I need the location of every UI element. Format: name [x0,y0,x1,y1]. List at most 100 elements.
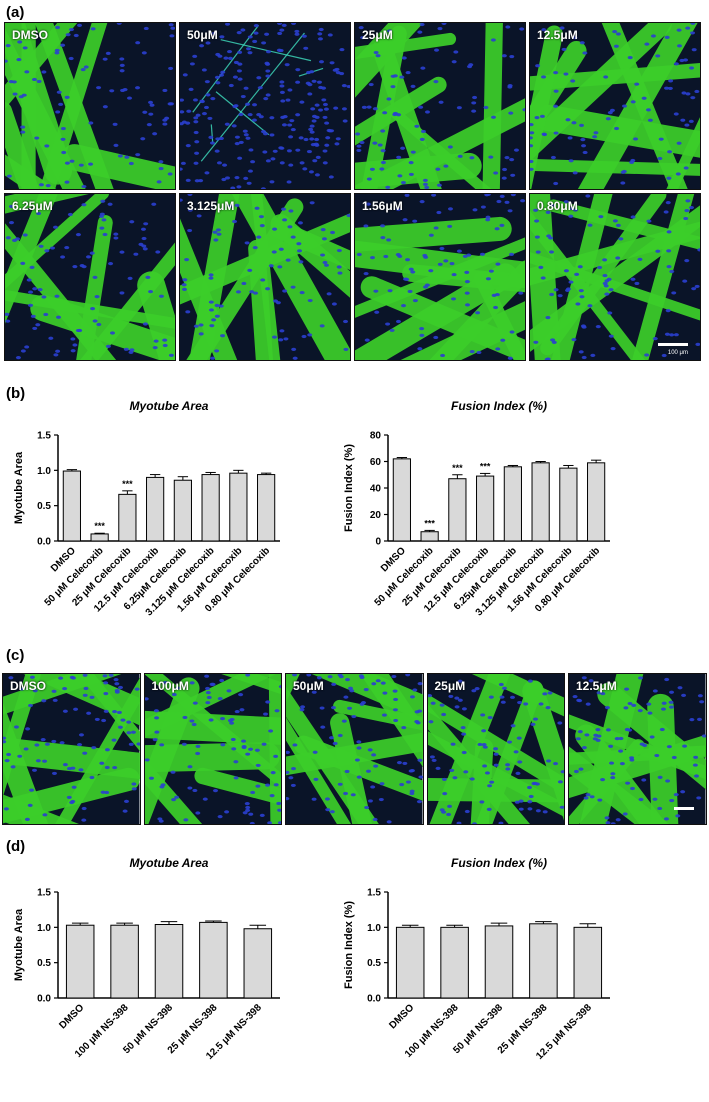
bar [66,925,94,998]
bar [202,475,219,541]
bar [111,925,139,998]
y-tick-label: 0.5 [37,958,51,969]
bar [174,480,191,541]
micrograph-label: 50μM [293,679,324,693]
micrograph-label: DMSO [12,28,48,42]
bar [485,926,513,998]
scale-bar-label: 100 μm [668,350,688,356]
significance-marker: *** [94,521,105,531]
micrograph-label: DMSO [10,679,46,693]
micrograph-cell: 0.80μM 100 μm [529,193,701,361]
bar [155,925,183,998]
bar [421,532,438,541]
micrograph-cell: 12.5μM [529,22,701,190]
micrograph-label: 12.5μM [576,679,617,693]
micrograph-label: 6.25μM [12,199,53,213]
micrograph-label: 12.5μM [537,28,578,42]
bar [560,468,577,541]
y-tick-label: 80 [370,431,382,442]
micrograph-label: 0.80μM [537,199,578,213]
micrograph-texture [355,194,525,360]
panel-label-c: (c) [6,647,24,664]
y-axis-label: Fusion Index (%) [343,444,355,532]
significance-marker: *** [452,463,463,473]
y-tick-label: 1.0 [367,923,381,934]
y-tick-label: 1.5 [367,888,381,899]
bar [63,471,80,541]
y-tick-label: 0.0 [37,994,51,1005]
bar [230,473,247,541]
y-axis-label: Myotube Area [13,908,25,981]
y-axis-label: Myotube Area [13,451,25,524]
bar [588,463,605,541]
bar [449,479,466,541]
micrograph-cell: 25μM [427,673,566,825]
micrograph-cell: 6.25μM [4,193,176,361]
bar [91,534,108,541]
x-tick-label: DMSO [387,1002,416,1031]
bar [393,459,410,541]
micrograph-grid-a: DMSO 50μM 25μM 12.5μM 6.25μM 3.125μM 1.56μM 0.8… [4,22,704,365]
chart-title: Fusion Index (%) [451,399,547,413]
micrograph-cell: DMSO [4,22,176,190]
bar [119,494,136,541]
bar [530,924,558,998]
bar [396,927,424,998]
micrograph-texture [569,674,706,824]
y-tick-label: 1.0 [37,923,51,934]
scale-bar [658,343,688,346]
y-tick-label: 1.5 [37,888,51,899]
y-tick-label: 60 [370,457,382,468]
bar [258,475,275,541]
micrograph-cell: 50μM [179,22,351,190]
micrograph-texture [530,23,700,189]
bar [574,927,602,998]
y-tick-label: 0 [375,537,381,548]
y-tick-label: 0.5 [37,501,51,512]
bar [147,477,164,541]
micrograph-texture [5,23,175,189]
micrograph-texture [286,674,423,824]
micrograph-cell: 3.125μM [179,193,351,361]
micrograph-cell: 12.5μM [568,673,707,825]
micrograph-cell: 100μM [144,673,283,825]
micrograph-texture [530,194,700,360]
bar [200,922,228,998]
chart-title: Fusion Index (%) [451,856,547,870]
panel-label-a: (a) [6,4,24,21]
micrograph-label: 3.125μM [187,199,234,213]
micrograph-row-c: DMSO 100μM 50μM 25μM 12.5μM [2,673,706,825]
bar [504,467,521,541]
micrograph-texture [145,674,282,824]
micrograph-label: 1.56μM [362,199,403,213]
micrograph-texture [180,23,350,189]
bar [532,463,549,541]
x-tick-label: DMSO [57,1002,86,1031]
micrograph-texture [428,674,565,824]
y-tick-label: 1.0 [37,466,51,477]
micrograph-label: 25μM [435,679,466,693]
bar [244,929,272,998]
significance-marker: *** [424,518,435,528]
y-tick-label: 40 [370,484,382,495]
micrograph-texture [3,674,140,824]
micrograph-texture [5,194,175,360]
chart-fusion-index-celecoxib: Fusion Index (%) 0 20 40 60 80 Fusion Index (%… [330,395,700,635]
micrograph-texture [355,23,525,189]
micrograph-label: 25μM [362,28,393,42]
significance-marker: *** [122,479,133,489]
micrograph-cell: 1.56μM [354,193,526,361]
y-axis-label: Fusion Index (%) [343,901,355,989]
y-tick-label: 0.5 [367,958,381,969]
bar [477,476,494,541]
y-tick-label: 0.0 [37,537,51,548]
chart-title: Myotube Area [130,399,209,413]
micrograph-cell: DMSO [2,673,141,825]
micrograph-cell: 25μM [354,22,526,190]
bar [441,927,469,998]
y-tick-label: 20 [370,510,382,521]
micrograph-label: 50μM [187,28,218,42]
